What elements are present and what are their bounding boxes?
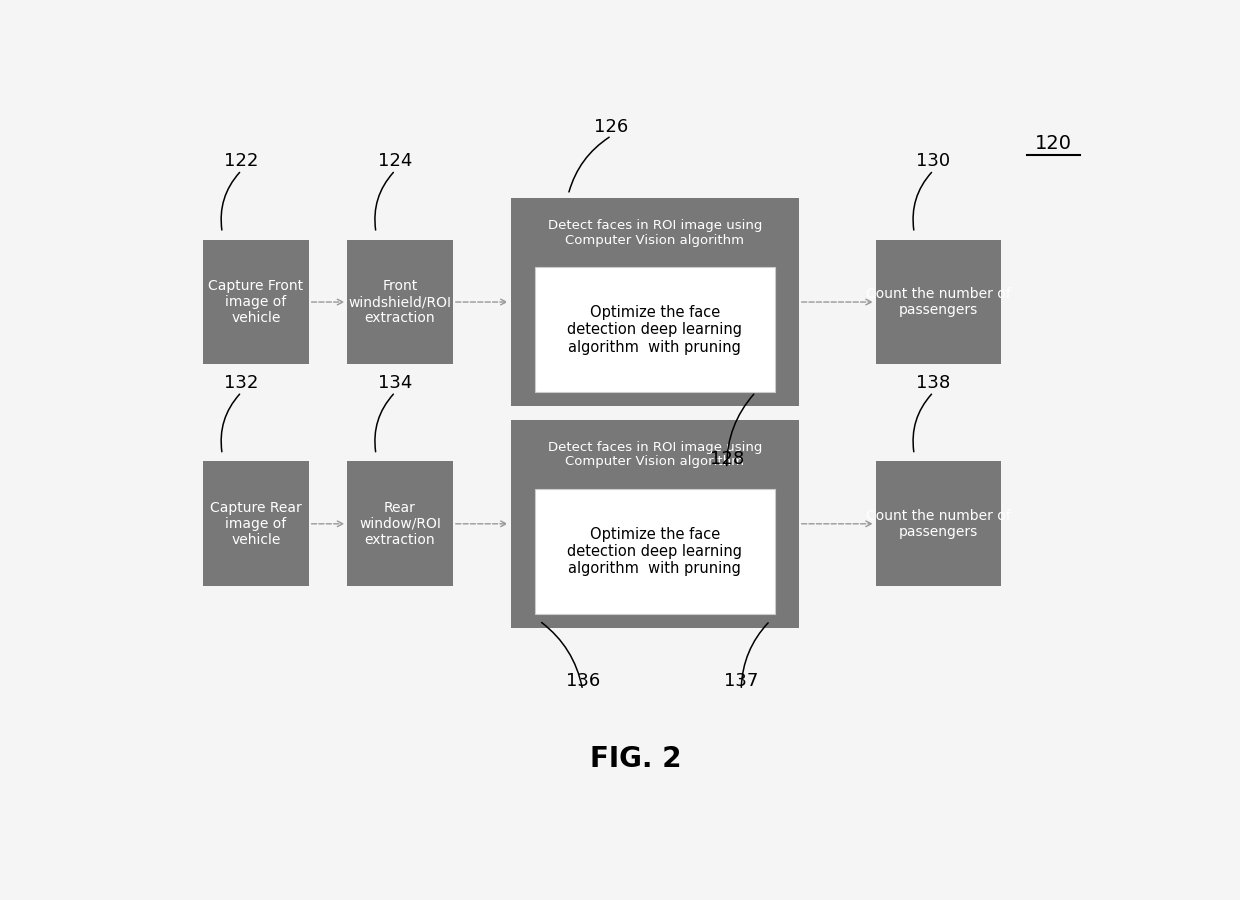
Text: 120: 120 [1035,134,1073,153]
Bar [203,239,309,364]
Bar [347,462,453,586]
Text: Count the number of
passengers: Count the number of passengers [866,287,1011,317]
Bar [511,419,799,628]
Text: Rear
window/ROI
extraction: Rear window/ROI extraction [360,500,441,547]
Text: Optimize the face
detection deep learning
algorithm  with pruning: Optimize the face detection deep learnin… [567,526,743,576]
Text: Capture Rear
image of
vehicle: Capture Rear image of vehicle [210,500,301,547]
Bar [511,198,799,406]
Bar [534,490,775,614]
Text: Front
windshield/ROI
extraction: Front windshield/ROI extraction [348,279,451,325]
Bar [203,462,309,586]
Text: Optimize the face
detection deep learning
algorithm  with pruning: Optimize the face detection deep learnin… [567,305,743,355]
Text: FIG. 2: FIG. 2 [590,745,681,773]
Text: 134: 134 [378,374,413,392]
Text: 130: 130 [916,152,951,170]
Text: 122: 122 [224,152,259,170]
Text: Capture Front
image of
vehicle: Capture Front image of vehicle [208,279,304,325]
Text: 132: 132 [224,374,259,392]
Bar [347,239,453,364]
Bar [875,462,1001,586]
Text: 124: 124 [378,152,413,170]
Bar [875,239,1001,364]
Text: 137: 137 [724,672,759,690]
Text: 128: 128 [709,450,744,468]
Text: Count the number of
passengers: Count the number of passengers [866,508,1011,539]
Bar [534,267,775,392]
Text: Detect faces in ROI image using
Computer Vision algorithm: Detect faces in ROI image using Computer… [548,440,761,469]
Text: Detect faces in ROI image using
Computer Vision algorithm: Detect faces in ROI image using Computer… [548,219,761,247]
Text: 126: 126 [594,118,629,136]
Text: 138: 138 [916,374,951,392]
Text: 136: 136 [565,672,600,690]
